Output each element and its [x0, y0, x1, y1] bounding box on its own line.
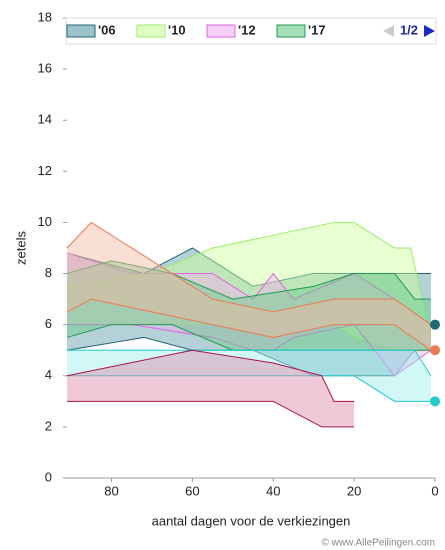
band — [67, 253, 431, 376]
final-dot — [430, 396, 440, 407]
band-low — [67, 375, 431, 402]
band — [67, 350, 355, 427]
y-tick-label: 6 — [45, 316, 52, 331]
band-low — [66, 298, 432, 351]
legend-label: '06 — [98, 22, 116, 37]
y-tick-label: 2 — [45, 418, 52, 433]
x-tick-label: 0 — [431, 483, 438, 498]
y-tick-label: 18 — [38, 9, 52, 24]
next-page[interactable] — [424, 25, 435, 37]
y-tick-label: 10 — [38, 214, 52, 229]
y-tick-label: 8 — [45, 265, 52, 280]
y-tick-label: 4 — [45, 367, 52, 382]
y-tick-label: 12 — [38, 163, 52, 178]
prev-page[interactable] — [383, 25, 394, 37]
x-tick-label: 20 — [347, 483, 361, 498]
band-high — [66, 260, 431, 300]
legend-label: '12 — [238, 22, 256, 37]
x-axis-label: aantal dagen voor de verkiezingen — [152, 513, 351, 528]
y-tick-label: 0 — [45, 469, 52, 484]
legend-label: '10 — [168, 22, 186, 37]
legend-label: '17 — [308, 22, 326, 37]
x-tick-label: 80 — [104, 483, 118, 498]
band-high — [67, 349, 432, 377]
band-high — [66, 221, 432, 326]
y-tick-label: 16 — [38, 61, 52, 76]
y-axis-label: zetels — [13, 231, 28, 265]
band-high — [66, 221, 432, 338]
band-low — [67, 400, 355, 428]
x-tick-label: 40 — [266, 483, 280, 498]
legend-swatch — [276, 24, 306, 38]
legend-box — [65, 17, 437, 45]
band — [67, 222, 431, 351]
band-low — [66, 336, 431, 377]
legend-swatch — [206, 24, 236, 38]
final-dot — [430, 345, 440, 356]
final-dot — [430, 319, 440, 330]
band-high — [66, 349, 355, 402]
band — [67, 260, 431, 351]
legend-page: 1/2 — [400, 22, 418, 37]
legend-swatch — [136, 24, 166, 38]
x-tick-label: 60 — [185, 483, 199, 498]
band — [67, 222, 431, 351]
legend-swatch — [66, 24, 96, 38]
credit: © www.AllePeilingen.com — [321, 538, 435, 549]
y-tick-label: 14 — [38, 112, 52, 127]
band-high — [66, 252, 432, 326]
